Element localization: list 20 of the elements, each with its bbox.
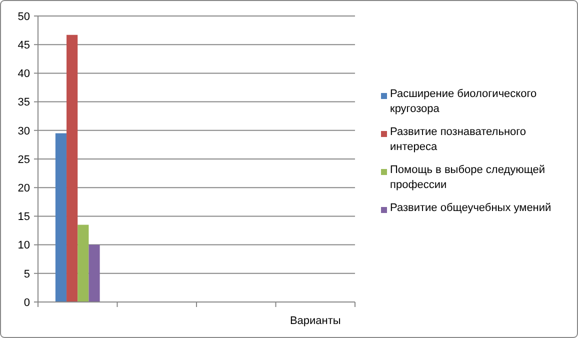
y-tick-label: 40 [18, 68, 30, 80]
legend-label: Помощь в выборе следующей профессии [390, 164, 546, 191]
y-tick-label: 45 [18, 39, 30, 52]
y-tick-label: 30 [18, 125, 30, 138]
bar [55, 133, 67, 302]
y-tick-label: 5 [24, 268, 30, 280]
legend-label: Развитие общеучебных умений [390, 202, 552, 214]
y-tick-label: 0 [24, 296, 30, 309]
legend-label: Развитие познавательного интереса [390, 126, 526, 153]
y-tick-label: 10 [18, 240, 30, 252]
y-tick-label: 15 [18, 211, 30, 224]
y-tick-label: 25 [18, 154, 30, 166]
y-tick-label: 50 [18, 10, 30, 23]
legend-label: Расширение биологического кругозора [390, 88, 537, 115]
y-tick-label: 20 [18, 182, 30, 194]
bar [66, 34, 78, 302]
x-tick-label: Варианты [290, 315, 341, 327]
bar [88, 244, 100, 302]
bar [78, 224, 89, 302]
y-tick-label: 35 [18, 96, 30, 109]
